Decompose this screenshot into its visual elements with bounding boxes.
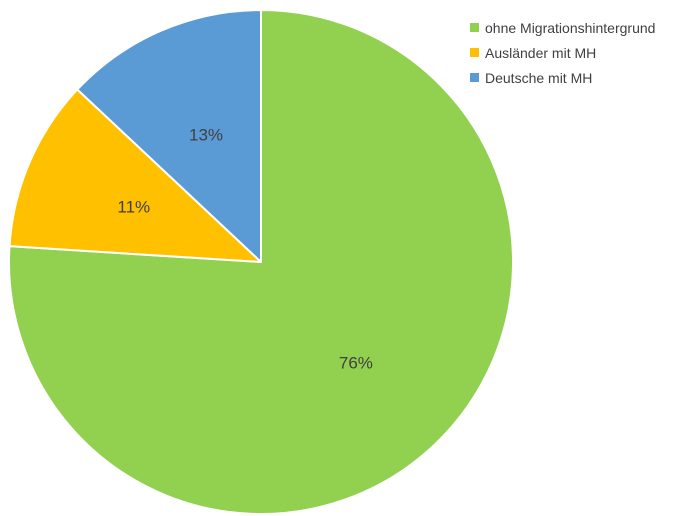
legend-swatch xyxy=(470,48,479,57)
pie-data-labels: 76% 11% 13% xyxy=(117,125,372,372)
pie-slice-1 xyxy=(8,88,262,263)
legend: ohne Migrationshintergrund Ausländer mit… xyxy=(470,15,655,90)
pie-data-label-2: 13% xyxy=(189,125,223,144)
legend-label: Ausländer mit MH xyxy=(485,44,597,61)
legend-swatch xyxy=(470,23,479,32)
pie-slices xyxy=(8,9,515,515)
legend-swatch xyxy=(470,73,479,82)
legend-label: ohne Migrationshintergrund xyxy=(485,19,656,36)
legend-label: Deutsche mit MH xyxy=(485,69,593,86)
legend-item-ohne-migrationshintergrund: ohne Migrationshintergrund xyxy=(470,15,655,40)
legend-item-deutsche-mit-mh: Deutsche mit MH xyxy=(470,65,655,90)
pie-slice-2 xyxy=(76,9,262,263)
pie-data-label-1: 11% xyxy=(117,198,150,217)
legend-item-auslaender-mit-mh: Ausländer mit MH xyxy=(470,40,655,65)
pie-data-label-0: 76% xyxy=(339,354,373,373)
